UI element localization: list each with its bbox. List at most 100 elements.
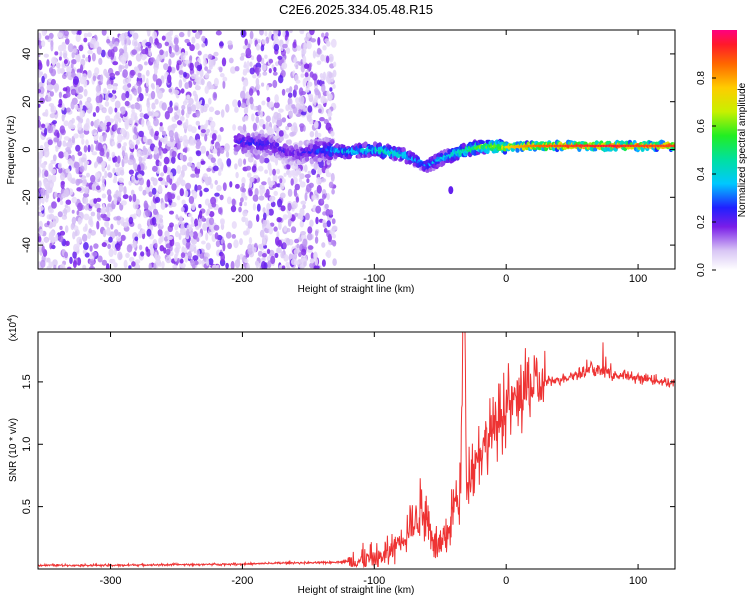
spectrogram-cell xyxy=(118,117,122,123)
spectrogram-cell xyxy=(325,122,332,131)
spectrogram-cell xyxy=(113,193,118,199)
spectrogram-cell xyxy=(100,207,107,215)
spectrogram-cell xyxy=(38,103,41,108)
spectrogram-cell xyxy=(70,88,77,96)
spectrogram-cell xyxy=(108,93,113,98)
spectrogram-cell xyxy=(146,179,151,188)
spectrogram-cell xyxy=(180,88,185,94)
spectrogram-cell xyxy=(179,152,184,161)
spectrogram-cell xyxy=(204,198,210,206)
spectrogram-cell xyxy=(262,71,268,76)
spectrogram-cell xyxy=(49,67,54,74)
spectrogram-cell xyxy=(191,239,197,245)
spectrogram-cell xyxy=(249,67,255,75)
spectrogram-cell xyxy=(179,258,184,264)
spectrogram-cell xyxy=(219,147,225,154)
spectrogram-cell xyxy=(331,218,336,225)
spectrogram-cell xyxy=(101,30,107,36)
spectrogram-cell xyxy=(209,85,215,90)
spectrogram-cell xyxy=(313,97,317,107)
spectrogram-cell xyxy=(300,30,305,35)
spectrogram-cell xyxy=(309,258,315,264)
spectrogram-cell xyxy=(277,175,284,180)
spectrogram-cell xyxy=(122,78,129,85)
spectrogram-cell xyxy=(321,242,326,248)
spectrogram-cell xyxy=(246,98,250,106)
spectrogram-cell xyxy=(291,200,298,210)
spectrogram-cell xyxy=(187,124,193,132)
spectrogram-cell xyxy=(82,264,87,269)
spectrogram-cell xyxy=(58,235,64,243)
spectrogram-cell xyxy=(330,140,335,144)
spectrogram-cell xyxy=(154,251,158,260)
snr-frame xyxy=(37,331,676,570)
spectrogram-cell xyxy=(290,178,294,186)
spectrogram-cell xyxy=(320,54,325,62)
spectrogram-cell xyxy=(167,106,173,114)
spectrogram-cell xyxy=(140,251,145,257)
spectrogram-cell xyxy=(62,87,68,92)
spectrogram-cell xyxy=(261,181,267,186)
spectrogram-cell xyxy=(65,147,71,152)
spectrogram-cell xyxy=(249,61,253,67)
spectrogram-cell xyxy=(100,213,107,219)
spectrogram-cell xyxy=(261,100,266,106)
spectrogram-cell xyxy=(163,135,168,143)
spectrogram-cell xyxy=(150,90,156,100)
spectrogram-cell xyxy=(45,183,51,191)
spectrogram-cell xyxy=(154,130,159,137)
spectrogram-cell xyxy=(165,256,172,264)
spectrogram-cell xyxy=(282,30,286,38)
spectrogram-cell xyxy=(81,178,87,187)
spectrogram-cell xyxy=(119,169,125,176)
spectrogram-cell xyxy=(214,180,218,185)
spectrogram-cell xyxy=(198,210,203,219)
spectrogram-cell xyxy=(132,193,137,203)
spectrogram-cell xyxy=(254,260,259,266)
spectrogram-cell xyxy=(62,42,67,52)
spectrogram-cell xyxy=(50,105,57,114)
spectrogram-cell xyxy=(239,238,243,246)
spectrogram-cell xyxy=(112,61,119,66)
spectrogram-cell xyxy=(265,149,270,153)
spectrogram-cell xyxy=(117,133,123,143)
spectrogram-cell xyxy=(74,230,78,237)
spectrogram-cell xyxy=(48,32,54,40)
spectrogram-cell xyxy=(276,247,282,254)
spectrogram-cell xyxy=(266,84,270,91)
spectrogram-cell xyxy=(200,78,205,86)
spectrogram-cell xyxy=(183,71,187,78)
spectrogram-cell xyxy=(212,264,216,269)
spectrogram-cell xyxy=(52,154,57,162)
spectrogram-cell xyxy=(263,146,269,151)
spectrogram-cell xyxy=(230,66,236,74)
spectrogram-cell xyxy=(158,161,162,167)
spectrogram-cell xyxy=(90,120,94,127)
spectrogram-cell xyxy=(293,188,297,197)
spectrogram-cell xyxy=(232,99,238,108)
spectrogram-cell xyxy=(188,156,193,162)
spectrogram-cell xyxy=(332,258,337,266)
spectrogram-cell xyxy=(201,98,205,106)
spectrogram-cell xyxy=(81,138,85,145)
spectrogram-cell xyxy=(312,50,316,59)
spectrogram-cell xyxy=(212,91,218,101)
spectrogram-cell xyxy=(242,85,246,93)
spectrogram-cell xyxy=(79,165,85,173)
spectrogram-cell xyxy=(153,67,158,75)
spectrogram-cell xyxy=(167,236,173,241)
spectrogram-cell xyxy=(316,60,322,66)
spectrogram-cell xyxy=(241,191,246,199)
spectrogram-cell xyxy=(178,70,184,75)
spectrogram-cell xyxy=(326,193,330,200)
spectrogram-cell xyxy=(91,151,98,156)
spectrogram-cell xyxy=(120,234,126,242)
spectrogram-cell xyxy=(220,252,225,262)
spectrogram-cell xyxy=(319,117,325,122)
spectrogram-cell xyxy=(65,71,72,77)
spectrogram-cell xyxy=(96,118,100,124)
spectrogram-cell xyxy=(44,170,49,177)
spectrogram-cell xyxy=(83,37,88,43)
spectrogram-cell xyxy=(188,213,193,218)
spectrogram-cell xyxy=(154,196,161,203)
